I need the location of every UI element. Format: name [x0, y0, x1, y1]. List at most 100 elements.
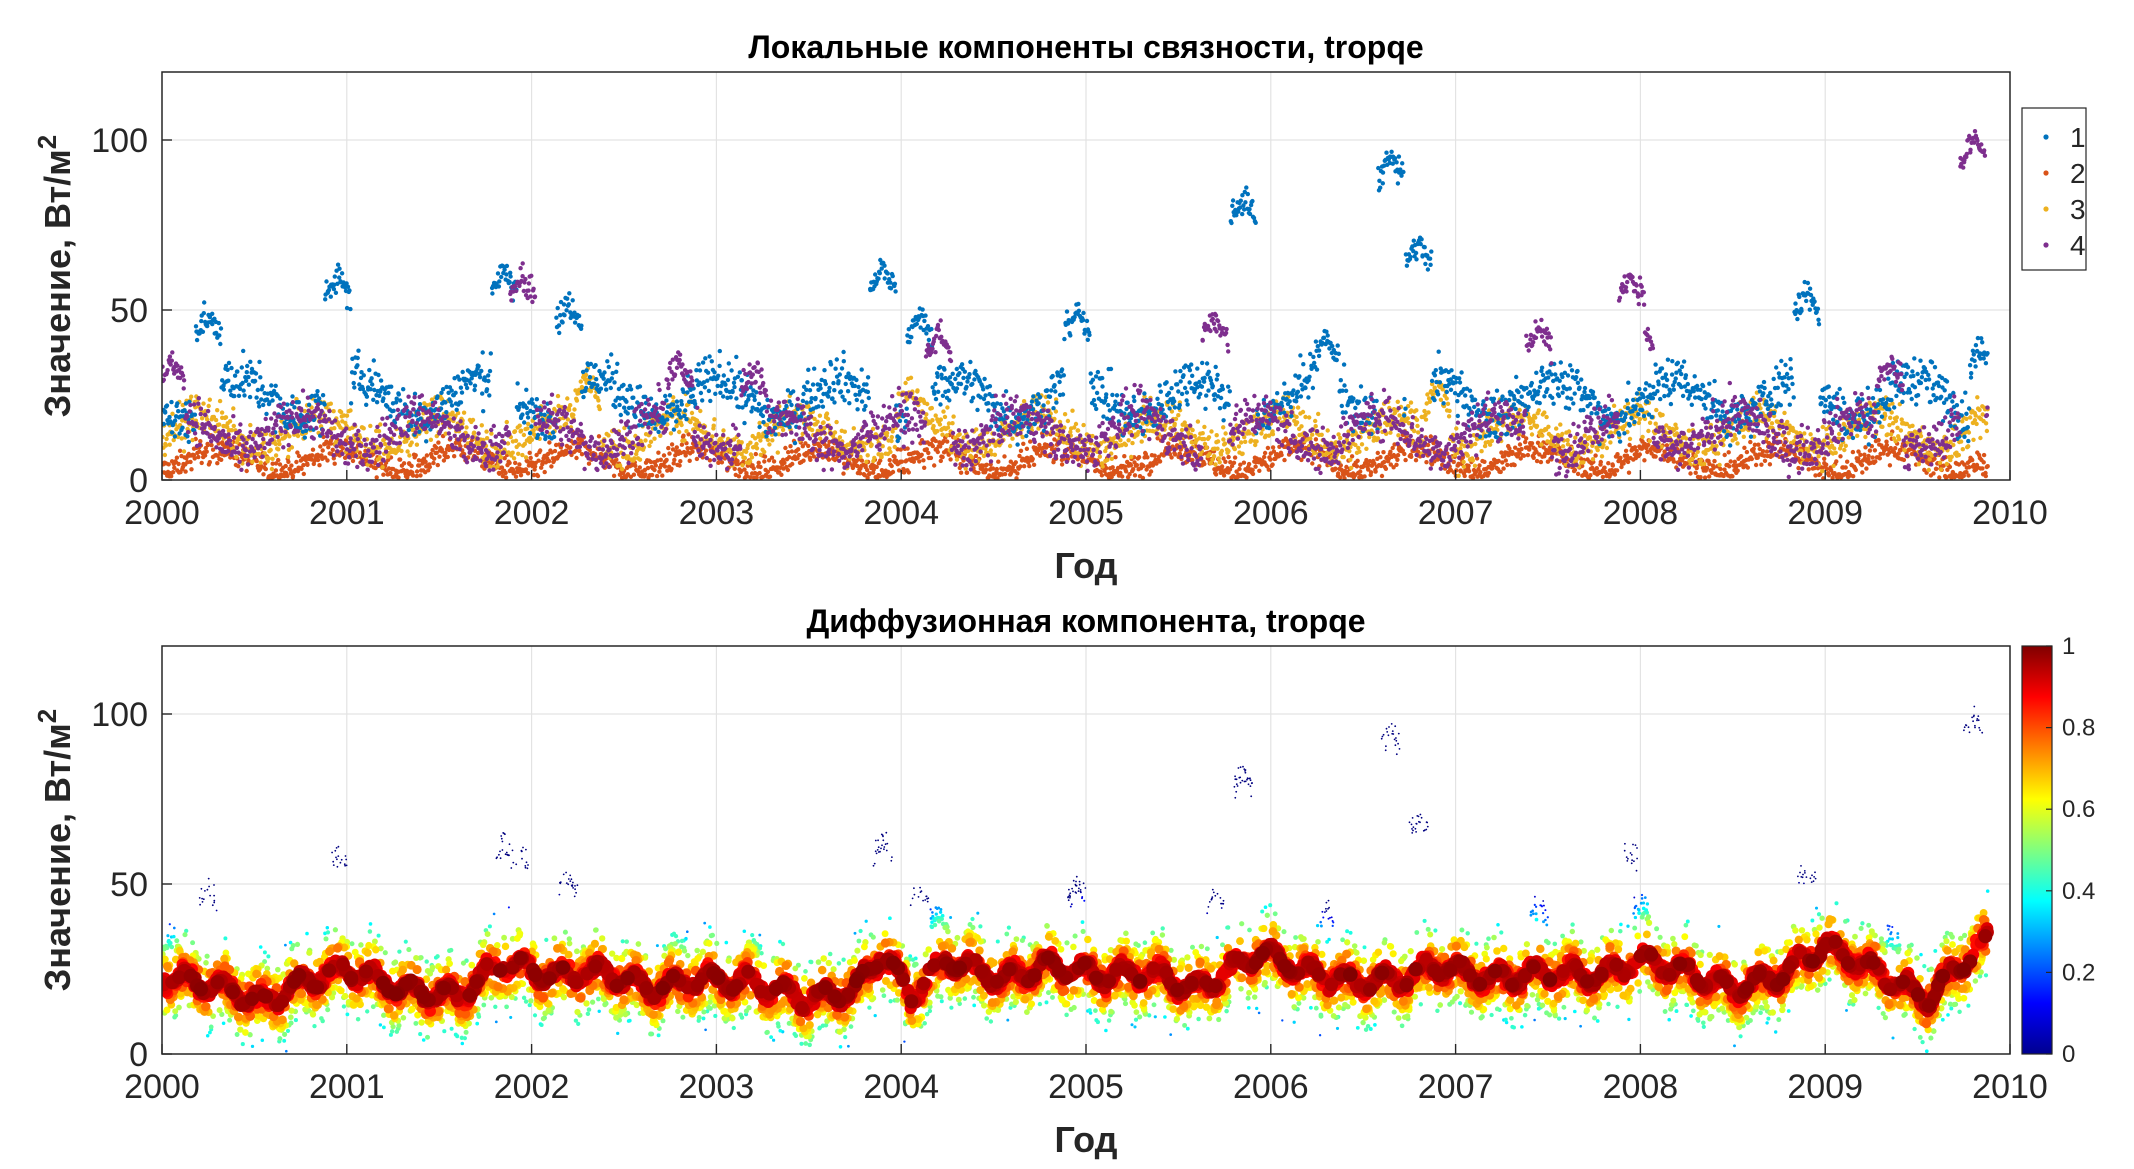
scatter-point-series-2: [1838, 454, 1843, 459]
scatter-point-series-3: [1190, 427, 1195, 433]
scatter-point-series-2: [748, 475, 753, 480]
scatter-point-series-2: [762, 459, 767, 464]
scatter-point-series-3: [268, 447, 273, 453]
scatter-point-series-2: [330, 447, 335, 452]
scatter-point-series-3: [1918, 433, 1924, 439]
scatter-point-series-2: [658, 457, 663, 462]
scatter-point-series-2: [215, 461, 220, 466]
scatter-point-series-2: [976, 470, 981, 476]
scatter-point-series-1: [164, 403, 170, 408]
scatter-point-series-3: [809, 427, 815, 433]
scatter-point-series-2: [1598, 459, 1604, 465]
scatter-point-series-3: [1937, 460, 1943, 465]
scatter-point-series-3: [929, 405, 934, 411]
scatter-point-series-3: [1560, 431, 1565, 437]
scatter-point-series-2: [935, 449, 940, 455]
scatter-point-series-2: [203, 445, 208, 451]
scatter-point-series-2: [535, 473, 541, 479]
scatter-point-series-3: [1833, 450, 1838, 455]
scatter-point-series-2: [517, 462, 522, 467]
scatter-point-series-2: [1600, 474, 1606, 480]
scatter-point-series-2: [1980, 466, 1985, 471]
scatter-point-series-3: [1560, 444, 1566, 449]
scatter-point-series-3: [531, 428, 536, 433]
scatter-point-series-2: [397, 457, 403, 462]
scatter-point-series-2: [958, 470, 964, 475]
scatter-points-top: [162, 129, 1990, 480]
scatter-point-series-2: [1970, 457, 1975, 463]
scatter-point-series-2: [1378, 455, 1383, 460]
scatter-point-series-2: [1014, 476, 1019, 480]
scatter-point-series-3: [950, 421, 955, 426]
scatter-point-series-3: [1294, 414, 1299, 420]
scatter-point-series-3: [1640, 434, 1645, 440]
scatter-point-series-2: [1127, 472, 1132, 477]
scatter-point-series-1: [216, 320, 221, 326]
scatter-point-series-3: [1926, 467, 1932, 473]
scatter-point-series-3: [1214, 433, 1219, 438]
scatter-point-series-3: [199, 416, 205, 421]
scatter-point-series-3: [1702, 461, 1707, 467]
scatter-point-series-3: [484, 429, 489, 434]
scatter-point-series-2: [910, 456, 915, 461]
scatter-point-series-3: [1215, 446, 1220, 451]
scatter-point-series-3: [637, 457, 643, 462]
scatter-point-series-2: [1937, 475, 1942, 480]
scatter-point-series-2: [806, 443, 811, 449]
scatter-point-series-3: [1070, 408, 1075, 413]
scatter-point-series-2: [1726, 450, 1731, 455]
scatter-point-series-2: [1358, 469, 1363, 474]
scatter-point-series-2: [892, 454, 897, 459]
scatter-point-series-3: [1195, 419, 1201, 424]
scatter-point-series-3: [1021, 399, 1027, 404]
scatter-point-series-3: [1785, 419, 1790, 425]
scatter-point-series-2: [1141, 463, 1146, 469]
scatter-point-series-3: [1910, 423, 1915, 428]
scatter-point-series-3: [1438, 397, 1444, 402]
scatter-point-series-2: [1529, 441, 1535, 446]
scatter-point-series-2: [381, 472, 386, 477]
scatter-point-series-2: [1853, 467, 1859, 473]
scatter-point-series-2: [898, 447, 903, 452]
scatter-point-series-3: [1259, 431, 1264, 436]
scatter-point-series-3: [578, 379, 583, 384]
scatter-point-series-2: [779, 472, 784, 477]
scatter-point-series-2: [209, 442, 214, 448]
scatter-point-series-1: [163, 410, 168, 415]
scatter-point-series-2: [1983, 473, 1989, 479]
scatter-point-series-3: [1416, 430, 1421, 435]
scatter-point-series-2: [871, 467, 876, 472]
scatter-point-series-2: [736, 474, 742, 479]
scatter-point-series-2: [1219, 464, 1225, 469]
scatter-point-series-2: [1466, 469, 1472, 474]
scatter-point-series-3: [1247, 431, 1252, 436]
scatter-point-series-2: [670, 447, 676, 452]
scatter-point-series-2: [995, 476, 1000, 480]
scatter-point-series-3: [1223, 431, 1228, 436]
scatter-point-series-1: [241, 388, 246, 393]
scatter-point-series-2: [1887, 463, 1893, 468]
scatter-point-series-2: [246, 458, 251, 463]
scatter-point-series-3: [821, 420, 826, 425]
scatter-point-series-2: [788, 444, 793, 449]
scatter-point-series-2: [633, 463, 638, 468]
scatter-point-series-2: [303, 457, 308, 463]
scatter-point-series-1: [217, 333, 222, 338]
scatter-point-series-2: [431, 460, 436, 466]
scatter-point-series-2: [1394, 462, 1399, 467]
scatter-point-series-2: [1244, 475, 1249, 480]
scatter-point-series-3: [864, 459, 869, 464]
scatter-point-series-2: [326, 445, 331, 450]
scatter-point-series-1: [172, 434, 178, 439]
scatter-point-series-2: [499, 465, 505, 470]
scatter-point-series-3: [884, 430, 890, 436]
scatter-point-series-3: [1319, 432, 1324, 437]
scatter-point-series-2: [410, 473, 416, 478]
scatter-point-series-1: [264, 411, 269, 417]
scatter-point-series-3: [1232, 446, 1238, 452]
scatter-point-series-3: [1601, 442, 1606, 448]
scatter-point-series-2: [196, 454, 201, 460]
scatter-point-series-2: [653, 463, 658, 468]
scatter-point-series-2: [1006, 464, 1012, 469]
scatter-point-series-3: [1927, 457, 1932, 462]
